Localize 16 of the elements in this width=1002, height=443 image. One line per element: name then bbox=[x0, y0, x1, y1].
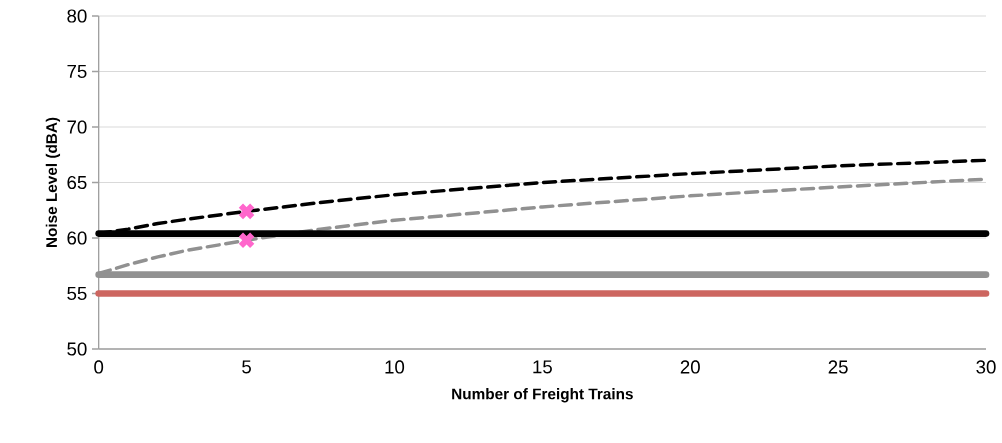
x-tick-label: 0 bbox=[94, 360, 104, 374]
x-axis-title: Number of Freight Trains bbox=[452, 388, 633, 403]
x-tick-label: 30 bbox=[976, 360, 996, 374]
y-tick-label: 70 bbox=[67, 120, 87, 134]
y-axis-title: Noise Level (dBA) bbox=[45, 117, 61, 248]
y-tick-label: 55 bbox=[67, 286, 87, 301]
y-tick-label: 80 bbox=[67, 9, 87, 23]
x-tick-label: 5 bbox=[242, 360, 251, 374]
y-tick-label: 60 bbox=[67, 231, 87, 245]
x-tick-label: 20 bbox=[680, 360, 700, 374]
y-tick-label: 75 bbox=[67, 64, 87, 79]
x-tick-label: 10 bbox=[385, 360, 405, 374]
y-tick-label: 65 bbox=[67, 175, 87, 190]
x-tick-label: 25 bbox=[828, 360, 848, 374]
y-tick-label: 50 bbox=[67, 342, 87, 356]
x-tick-label: 15 bbox=[533, 360, 552, 374]
